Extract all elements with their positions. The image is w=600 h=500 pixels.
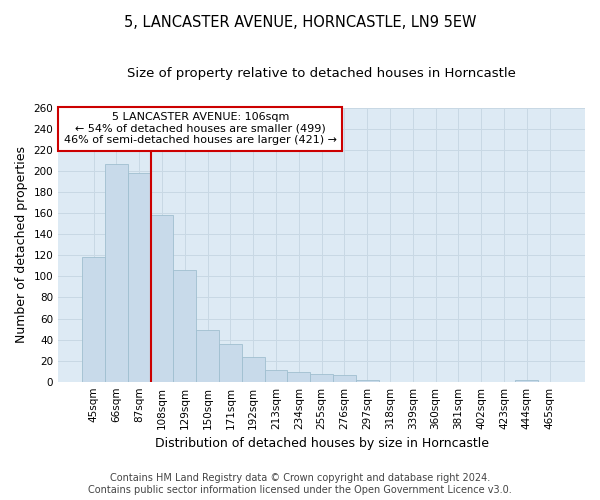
Bar	[196, 330, 219, 382]
X-axis label: Distribution of detached houses by size in Horncastle: Distribution of detached houses by size …	[155, 437, 488, 450]
Bar	[173, 270, 196, 382]
Bar	[105, 164, 128, 382]
Bar	[310, 374, 333, 382]
Bar	[128, 174, 151, 382]
Text: 5 LANCASTER AVENUE: 106sqm
← 54% of detached houses are smaller (499)
46% of sem: 5 LANCASTER AVENUE: 106sqm ← 54% of deta…	[64, 112, 337, 146]
Bar	[333, 376, 356, 382]
Text: Contains HM Land Registry data © Crown copyright and database right 2024.
Contai: Contains HM Land Registry data © Crown c…	[88, 474, 512, 495]
Y-axis label: Number of detached properties: Number of detached properties	[15, 146, 28, 344]
Bar	[82, 258, 105, 382]
Bar	[356, 380, 379, 382]
Bar	[515, 380, 538, 382]
Text: 5, LANCASTER AVENUE, HORNCASTLE, LN9 5EW: 5, LANCASTER AVENUE, HORNCASTLE, LN9 5EW	[124, 15, 476, 30]
Bar	[219, 344, 242, 382]
Bar	[151, 216, 173, 382]
Title: Size of property relative to detached houses in Horncastle: Size of property relative to detached ho…	[127, 68, 516, 80]
Bar	[265, 370, 287, 382]
Bar	[242, 358, 265, 382]
Bar	[287, 372, 310, 382]
